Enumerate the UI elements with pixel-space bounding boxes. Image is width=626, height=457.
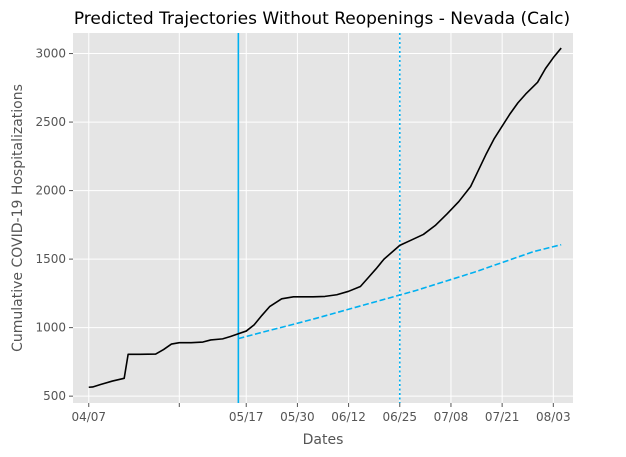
x-tick-label: 06/25 [382,410,417,424]
x-tick-label: 04/07 [71,410,106,424]
y-axis-title: Cumulative COVID-19 Hospitalizations [10,84,26,352]
y-tick-label: 2500 [35,115,66,129]
x-tick-label: 05/17 [229,410,264,424]
x-tick-label: 07/08 [434,410,469,424]
x-tick-label: 07/21 [485,410,520,424]
reference-lines [237,33,401,403]
y-tick-label: 3000 [35,47,66,61]
plot-area [73,33,573,403]
x-axis-ticks: 04/07 05/17 05/30 06/12 06/25 07/08 07/21 08/03 [71,403,571,424]
x-axis-title: Dates [303,432,344,448]
x-tick-label: 08/03 [536,410,571,424]
series-line-dashed [238,243,562,340]
x-tick-label: 06/12 [331,410,366,424]
x-tick-label: 05/30 [280,410,315,424]
chart-title: Predicted Trajectories Without Reopening… [74,9,570,29]
y-tick-label: 500 [43,389,66,403]
y-tick-label: 2000 [35,184,66,198]
y-tick-label: 1500 [35,252,66,266]
y-axis-ticks: 500 1000 1500 2000 2500 3000 [35,47,73,403]
series-line-solid [88,47,562,389]
y-tick-label: 1000 [35,321,66,335]
series-group [88,47,562,389]
